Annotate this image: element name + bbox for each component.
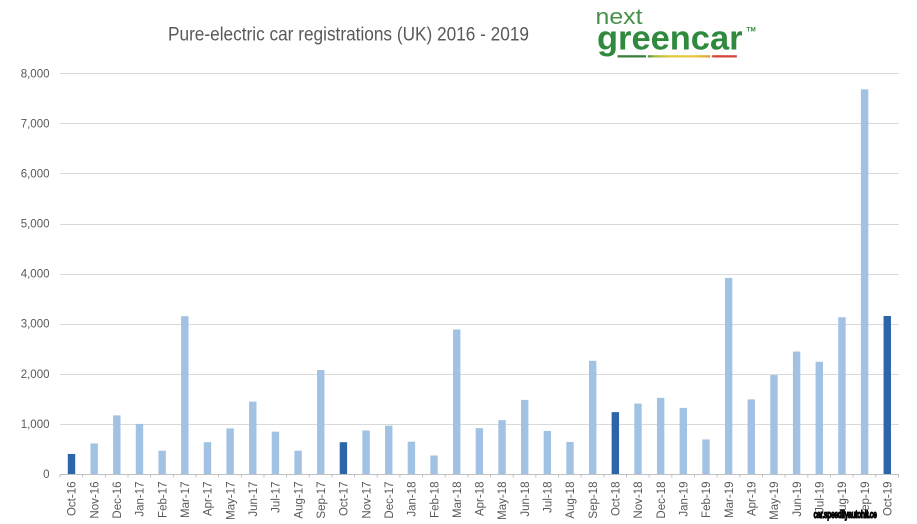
svg-text:8,000: 8,000 [21,68,50,80]
svg-text:Dec-18: Dec-18 [656,482,668,519]
svg-text:Feb-18: Feb-18 [429,482,441,518]
svg-text:Oct-19: Oct-19 [882,482,894,517]
svg-text:Jan-19: Jan-19 [679,482,691,517]
svg-text:Apr-18: Apr-18 [475,482,487,517]
svg-text:Nov-18: Nov-18 [633,482,645,519]
svg-text:Nov-17: Nov-17 [361,482,373,519]
svg-text:Aug-18: Aug-18 [565,482,577,519]
svg-text:Nov-16: Nov-16 [89,482,101,519]
svg-text:Mar-17: Mar-17 [180,482,192,518]
svg-text:Mar-18: Mar-18 [452,482,464,518]
svg-text:Apr-19: Apr-19 [747,482,759,517]
svg-text:May-19: May-19 [769,482,781,520]
svg-text:greencar: greencar [597,20,743,58]
svg-text:Dec-17: Dec-17 [384,482,396,519]
svg-text:Jan-17: Jan-17 [135,482,147,517]
svg-text:0: 0 [43,469,49,481]
svg-text:May-17: May-17 [225,482,237,520]
svg-text:Sep-17: Sep-17 [316,482,328,519]
svg-text:Pure-electric car registration: Pure-electric car registrations (UK) 201… [168,25,529,46]
svg-text:Sep-18: Sep-18 [588,482,600,519]
svg-text:next: next [596,4,643,29]
svg-text:Apr-17: Apr-17 [203,482,215,517]
svg-text:4,000: 4,000 [21,269,50,281]
svg-text:Jul-18: Jul-18 [543,482,555,513]
svg-text:May-18: May-18 [497,482,509,520]
svg-text:Sep-19: Sep-19 [860,482,872,519]
svg-text:Oct-17: Oct-17 [339,482,351,517]
svg-text:Feb-19: Feb-19 [701,482,713,518]
svg-text:Oct-18: Oct-18 [611,482,623,517]
svg-text:Aug-19: Aug-19 [837,482,849,519]
svg-text:Feb-17: Feb-17 [157,482,169,518]
svg-text:1,000: 1,000 [21,419,50,431]
svg-text:Jun-18: Jun-18 [520,482,532,517]
svg-text:Dec-16: Dec-16 [112,482,124,519]
svg-text:7,000: 7,000 [21,118,50,130]
svg-text:Jun-19: Jun-19 [792,482,804,517]
svg-text:6,000: 6,000 [21,169,50,181]
svg-text:Aug-17: Aug-17 [293,482,305,519]
svg-text:2,000: 2,000 [21,369,50,381]
svg-text:3,000: 3,000 [21,319,50,331]
svg-text:Oct-16: Oct-16 [67,482,79,517]
svg-text:5,000: 5,000 [21,219,50,231]
svg-text:Mar-19: Mar-19 [724,482,736,518]
svg-text:TM: TM [747,27,757,34]
svg-text:Jul-17: Jul-17 [271,482,283,513]
svg-text:Jun-17: Jun-17 [248,482,260,517]
svg-text:Jul-19: Jul-19 [814,482,826,513]
svg-text:Jan-18: Jan-18 [407,482,419,517]
svg-text:car.speedilyautohit.ce: car.speedilyautohit.ce [814,509,877,521]
